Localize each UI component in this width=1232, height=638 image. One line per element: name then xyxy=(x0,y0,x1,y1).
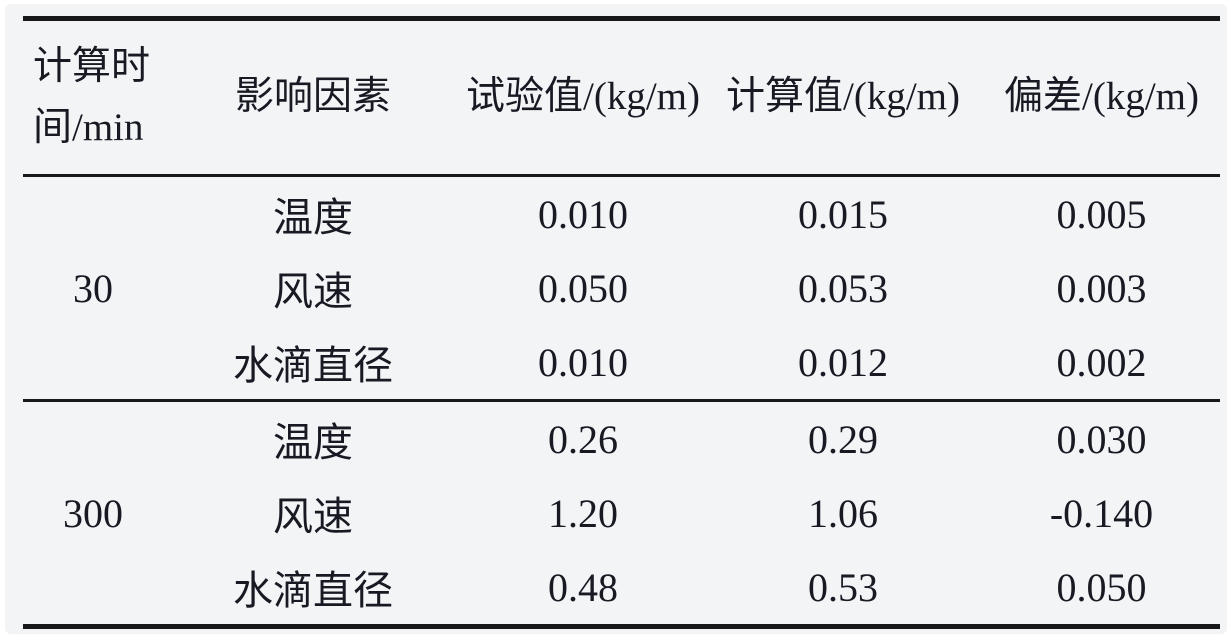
cell-deviation: 0.005 xyxy=(1056,191,1147,237)
header-cell-test-value: 试验值/(kg/m) xyxy=(466,75,700,119)
cell-test-value: 0.050 xyxy=(538,265,628,311)
table-row: 300 温度 0.26 0.29 0.030 xyxy=(23,401,1220,536)
table-row: 水滴直径 0.48 0.53 0.050 xyxy=(23,550,1220,627)
header-cell-factor: 影响因素 xyxy=(234,75,391,119)
cell-test-value: 0.48 xyxy=(548,564,618,610)
cell-deviation: 0.003 xyxy=(1056,265,1147,311)
cell-deviation: 0.050 xyxy=(1056,564,1147,610)
cell-calc-value: 0.015 xyxy=(798,191,888,237)
cell-calc-value: 0.012 xyxy=(798,339,888,385)
cell-test-value: 0.26 xyxy=(548,416,618,462)
cell-factor: 风速 xyxy=(273,494,353,539)
cell-test-value: 0.010 xyxy=(538,339,628,385)
table-row: 风速 0.050 0.053 0.003 xyxy=(23,251,1220,325)
table-row: 风速 1.20 1.06 -0.140 xyxy=(23,476,1220,550)
table-row: 水滴直径 0.010 0.012 0.002 xyxy=(23,325,1220,401)
cell-factor: 水滴直径 xyxy=(233,343,393,388)
cell-deviation: 0.002 xyxy=(1056,339,1147,385)
factors-deviation-table: 计算时间/min 影响因素 试验值/(kg/m) 计算值/(kg/m) 偏差/(… xyxy=(23,16,1220,629)
table-row: 30 温度 0.010 0.015 0.005 xyxy=(23,176,1220,311)
header-row: 计算时间/min 影响因素 试验值/(kg/m) 计算值/(kg/m) 偏差/(… xyxy=(23,19,1220,176)
cell-test-value: 0.010 xyxy=(538,191,628,237)
cell-time: 30 xyxy=(73,265,113,311)
page-background: 计算时间/min 影响因素 试验值/(kg/m) 计算值/(kg/m) 偏差/(… xyxy=(5,4,1227,634)
cell-calc-value: 0.29 xyxy=(808,416,878,462)
header-cell-deviation: 偏差/(kg/m) xyxy=(1004,75,1199,119)
cell-calc-value: 1.06 xyxy=(808,490,878,536)
cell-factor: 风速 xyxy=(273,269,353,314)
header-cell-time: 计算时间/min xyxy=(33,45,151,149)
cell-test-value: 1.20 xyxy=(548,490,618,536)
cell-deviation: 0.030 xyxy=(1056,416,1147,462)
header-cell-calc-value: 计算值/(kg/m) xyxy=(726,75,960,119)
cell-deviation: -0.140 xyxy=(1049,490,1154,536)
cell-calc-value: 0.053 xyxy=(798,265,888,311)
cell-time: 300 xyxy=(63,490,123,536)
cell-factor: 温度 xyxy=(273,195,353,240)
cell-factor: 水滴直径 xyxy=(233,568,393,613)
cell-calc-value: 0.53 xyxy=(808,564,878,610)
time-group-30: 30 温度 0.010 0.015 0.005 风速 0.050 0.053 0… xyxy=(23,176,1220,401)
cell-factor: 温度 xyxy=(273,420,353,465)
time-group-300: 300 温度 0.26 0.29 0.030 风速 1.20 1.06 -0.1… xyxy=(23,401,1220,627)
